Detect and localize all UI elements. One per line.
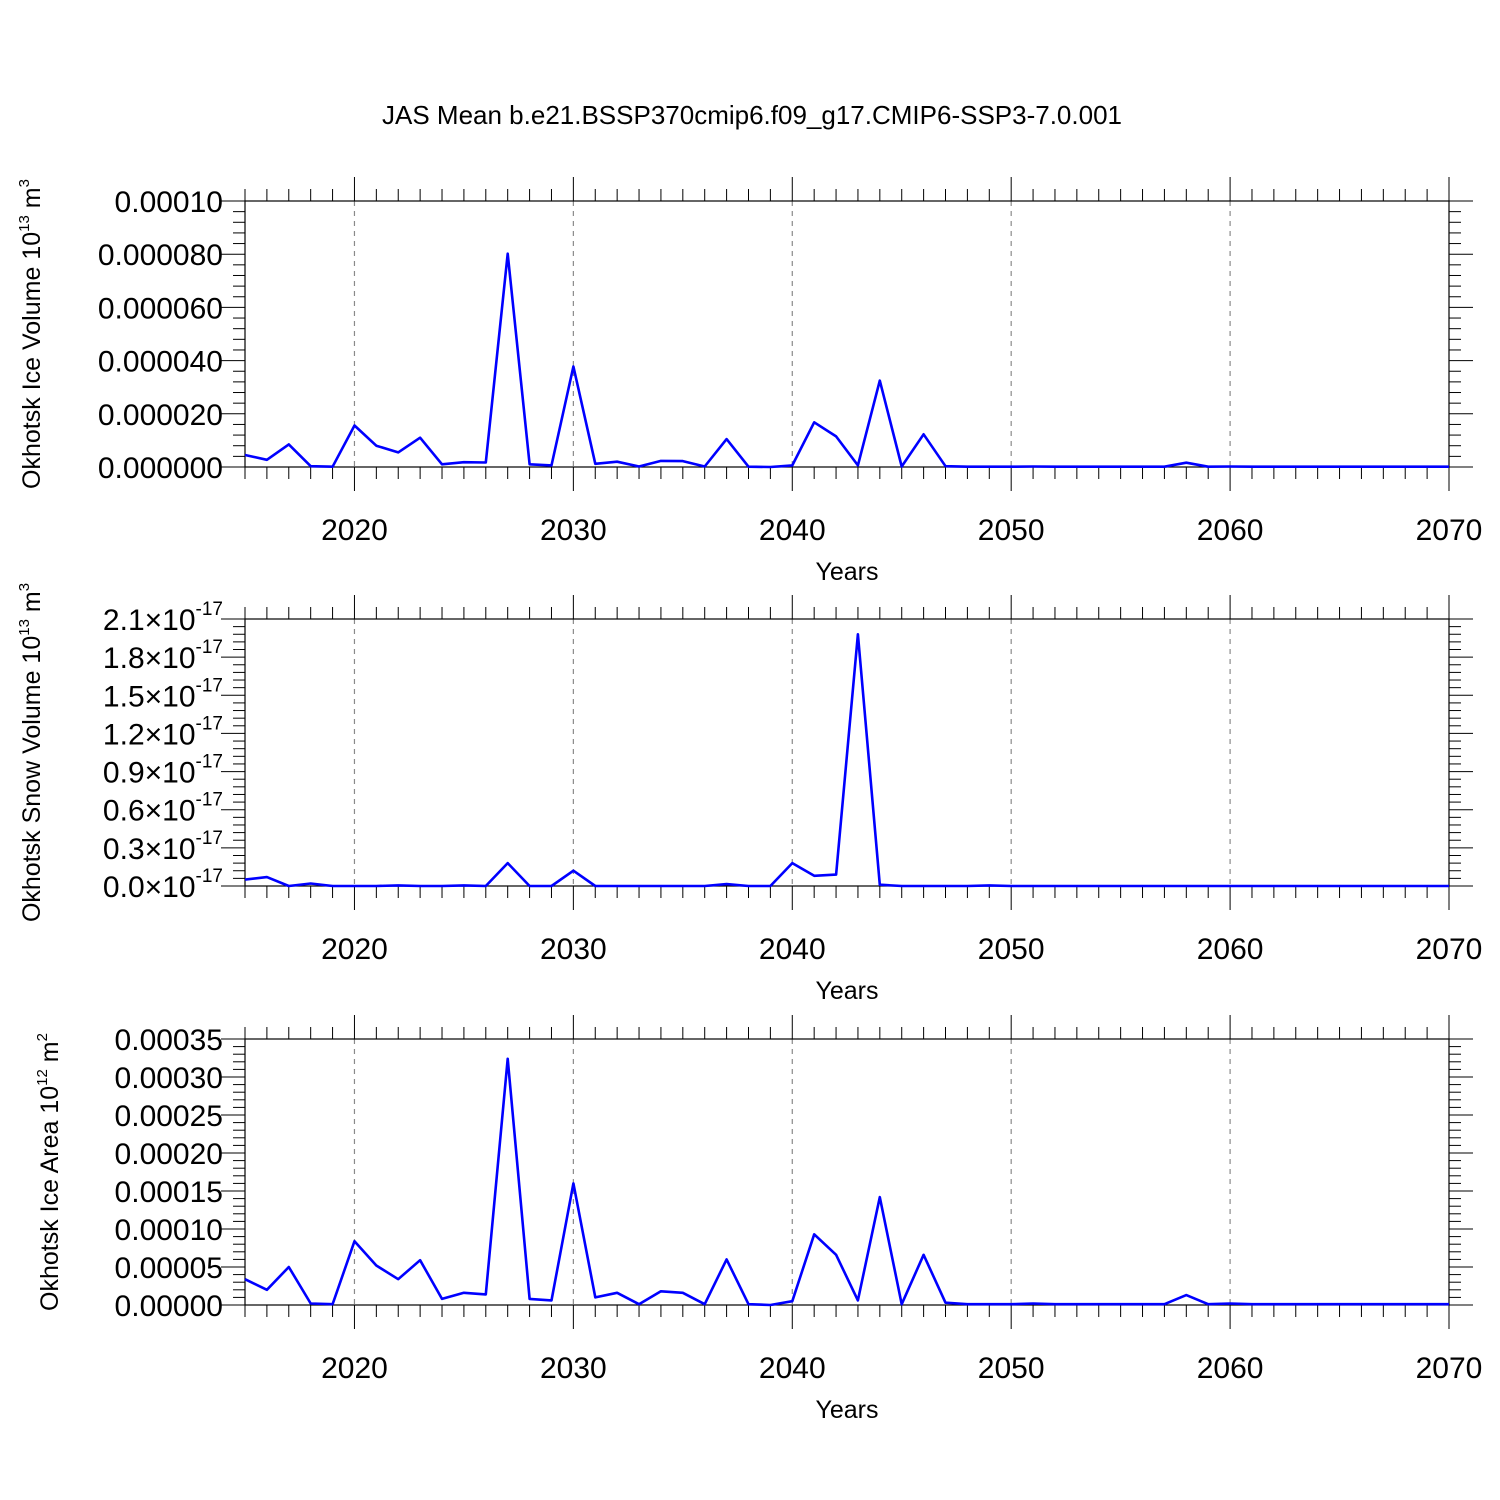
- x-tick-label: 2030: [540, 933, 607, 966]
- y-tick-label: 0.0×10-17: [103, 866, 223, 904]
- y-axis-label-part: 13: [16, 215, 33, 232]
- y-tick-label: 0.3×10-17: [103, 828, 223, 866]
- y-tick-label: 0.6×10-17: [103, 790, 223, 828]
- x-tick-label: 2020: [321, 514, 388, 547]
- x-tick-label: 2060: [1197, 514, 1264, 547]
- y-tick-label: 0.000080: [98, 239, 223, 272]
- x-axis-label: Years: [815, 977, 878, 1005]
- y-tick-mantissa: 1.5: [103, 680, 145, 713]
- y-tick-label: 0.00005: [115, 1252, 223, 1285]
- y-tick-mantissa: 0.0: [103, 871, 145, 904]
- y-axis-label-part: m: [18, 187, 46, 215]
- data-series-line: [244, 252, 1449, 469]
- x-tick-label: 2020: [321, 1352, 388, 1385]
- y-axis-label-part: Okhotsk Ice Area 10: [36, 1086, 64, 1311]
- data-series-line: [244, 632, 1449, 888]
- y-tick-label: 0.00025: [115, 1100, 223, 1133]
- y-tick-label: 0.000000: [98, 452, 223, 485]
- chart-panel-3: 0.00000 0.00005 0.00010 0.00015 0.00020 0.000…: [34, 1015, 1482, 1424]
- y-tick-exponent: -17: [196, 713, 223, 734]
- y-tick-label: 0.000040: [98, 346, 223, 379]
- y-axis-label-part: Okhotsk Ice Volume 10: [18, 232, 46, 489]
- y-tick-mantissa: 1.8: [103, 642, 145, 675]
- y-tick-mantissa: 2.1: [103, 604, 145, 637]
- x-tick-label: 2060: [1197, 933, 1264, 966]
- y-tick-exponent: -17: [196, 675, 223, 696]
- plot-frame: [244, 618, 1450, 887]
- panels: 0.000000 0.000020 0.000040 0.000060 0.000080…: [16, 177, 1482, 1424]
- y-tick-exponent: -17: [196, 637, 223, 658]
- x-tick-label: 2070: [1416, 933, 1483, 966]
- y-tick-label: 0.000020: [98, 399, 223, 432]
- x-tick-label: 2050: [978, 1352, 1045, 1385]
- y-tick-exponent: -17: [196, 752, 223, 773]
- y-tick-mantissa: 1.2: [103, 718, 145, 751]
- y-axis-label: Okhotsk Ice Area 1012 m2: [34, 1033, 64, 1311]
- y-tick-times: ×10: [145, 833, 196, 866]
- x-tick-label: 2040: [759, 933, 826, 966]
- y-tick-times: ×10: [145, 871, 196, 904]
- y-tick-times: ×10: [145, 604, 196, 637]
- y-tick-label: 2.1×10-17: [103, 599, 223, 637]
- x-tick-label: 2070: [1416, 1352, 1483, 1385]
- y-tick-times: ×10: [145, 718, 196, 751]
- y-tick-mantissa: 0.6: [103, 795, 145, 828]
- y-axis-label-part: 2: [34, 1033, 51, 1041]
- x-tick-label: 2070: [1416, 514, 1483, 547]
- y-tick-label: 0.00010: [115, 1214, 223, 1247]
- data-series-line: [244, 1057, 1449, 1307]
- y-tick-times: ×10: [145, 642, 196, 675]
- y-axis-label: Okhotsk Snow Volume 1013 m3: [16, 583, 46, 922]
- x-tick-label: 2020: [321, 933, 388, 966]
- y-tick-times: ×10: [145, 680, 196, 713]
- y-tick-mantissa: 0.3: [103, 833, 145, 866]
- chart-title: JAS Mean b.e21.BSSP370cmip6.f09_g17.CMIP…: [382, 100, 1122, 130]
- chart-panel-2: 0.0×10-170.3×10-170.6×10-170.9×10-171.2×…: [16, 583, 1482, 1005]
- y-tick-exponent: -17: [196, 790, 223, 811]
- y-tick-exponent: -17: [196, 828, 223, 849]
- plot-frame: [244, 1038, 1450, 1306]
- y-tick-label: 0.00020: [115, 1138, 223, 1171]
- chart-panel-1: 0.000000 0.000020 0.000040 0.000060 0.000080…: [16, 177, 1482, 586]
- y-tick-label: 0.00000: [115, 1290, 223, 1323]
- x-axis-label: Years: [815, 1396, 878, 1424]
- x-axis-label: Years: [815, 558, 878, 586]
- y-tick-label: 0.000060: [98, 292, 223, 325]
- y-tick-label: 1.5×10-17: [103, 675, 223, 713]
- y-tick-label: 0.00015: [115, 1176, 223, 1209]
- y-tick-label: 0.00010: [115, 186, 223, 219]
- y-axis-label-part: m: [36, 1041, 64, 1069]
- y-axis-label-part: 3: [16, 583, 33, 591]
- y-tick-label: 0.9×10-17: [103, 752, 223, 790]
- y-tick-label: 0.00035: [115, 1024, 223, 1057]
- y-axis-label-part: m: [18, 591, 46, 619]
- x-tick-label: 2040: [759, 514, 826, 547]
- y-tick-label: 1.8×10-17: [103, 637, 223, 675]
- x-tick-label: 2050: [978, 933, 1045, 966]
- y-axis-label: Okhotsk Ice Volume 1013 m3: [16, 179, 46, 489]
- y-tick-times: ×10: [145, 757, 196, 790]
- y-axis-label-part: 13: [16, 619, 33, 636]
- y-axis-label-part: 12: [34, 1069, 51, 1086]
- y-tick-label: 1.2×10-17: [103, 713, 223, 751]
- x-tick-label: 2050: [978, 514, 1045, 547]
- y-tick-exponent: -17: [196, 599, 223, 620]
- y-tick-label: 0.00030: [115, 1062, 223, 1095]
- x-tick-label: 2030: [540, 1352, 607, 1385]
- x-tick-label: 2040: [759, 1352, 826, 1385]
- x-tick-label: 2060: [1197, 1352, 1264, 1385]
- x-tick-label: 2030: [540, 514, 607, 547]
- y-tick-times: ×10: [145, 795, 196, 828]
- plot-frame: [244, 200, 1450, 468]
- y-axis-label-part: 3: [16, 179, 33, 187]
- y-tick-mantissa: 0.9: [103, 757, 145, 790]
- y-axis-label-part: Okhotsk Snow Volume 10: [18, 636, 46, 922]
- y-tick-exponent: -17: [196, 866, 223, 887]
